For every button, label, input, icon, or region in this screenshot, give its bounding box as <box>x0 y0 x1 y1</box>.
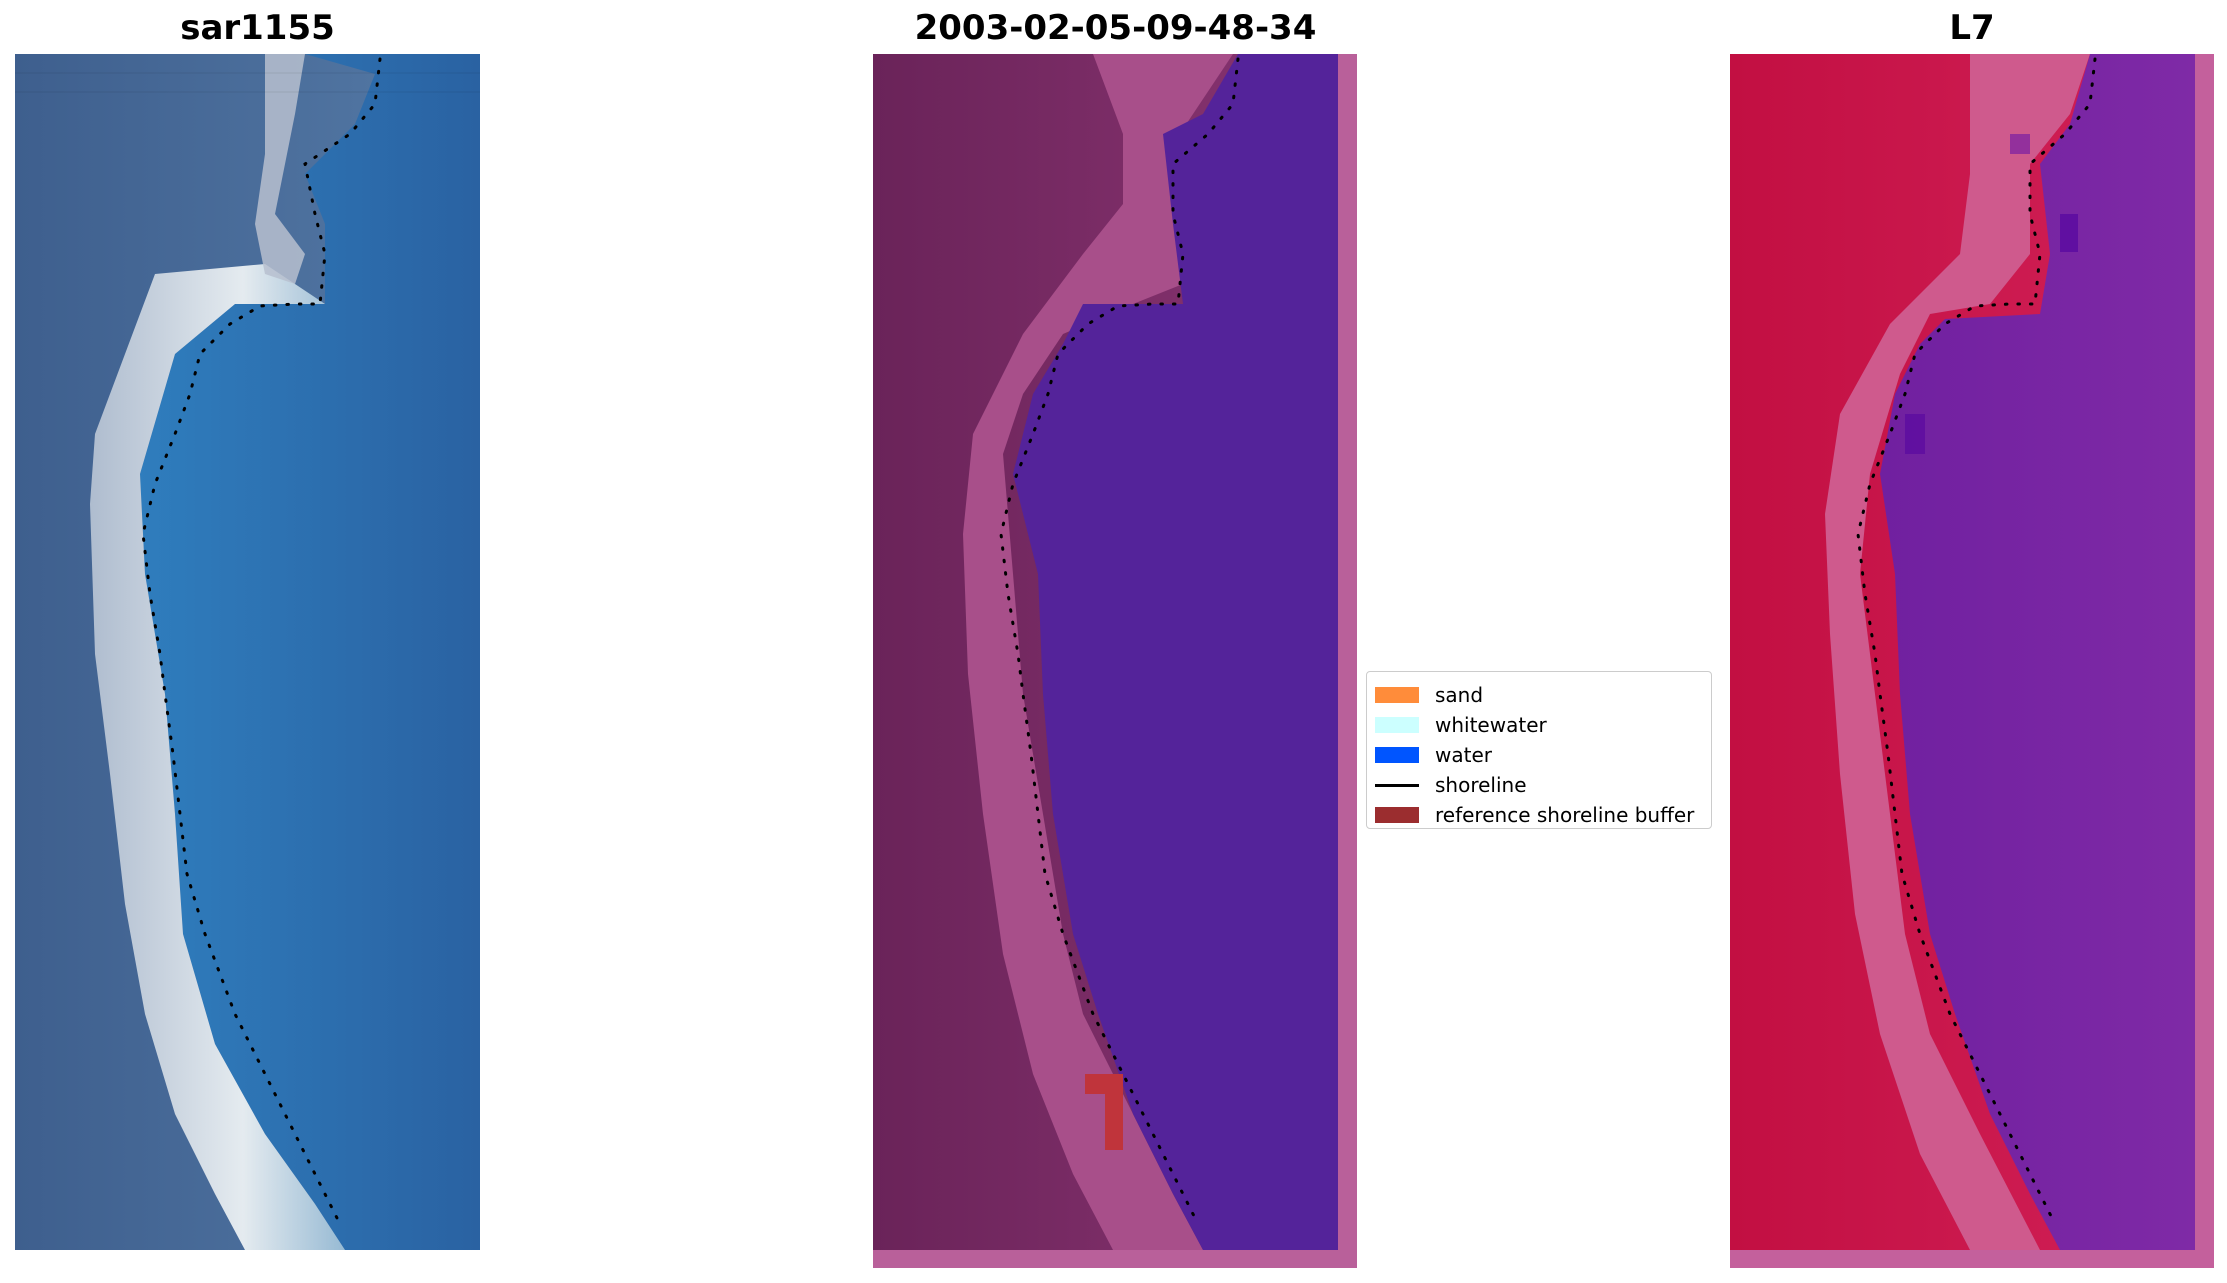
legend-label-shoreline: shoreline <box>1435 773 1527 797</box>
panel-title-index: L7 <box>1949 8 1995 48</box>
reference-buffer-swatch <box>1375 807 1419 823</box>
legend-item-whitewater: whitewater <box>1375 710 1703 740</box>
legend-item-sand: sand <box>1375 680 1703 710</box>
rgb-image-svg <box>15 54 480 1250</box>
legend-item-reference-buffer: reference shoreline buffer <box>1375 800 1703 830</box>
classified-image-svg <box>873 54 1357 1268</box>
panel-title-classified: 2003-02-05-09-48-34 <box>914 8 1317 48</box>
mndwi-image <box>1730 54 2214 1268</box>
legend: sand whitewater water shoreline referenc… <box>1366 671 1712 829</box>
water-swatch <box>1375 747 1419 763</box>
legend-label-water: water <box>1435 743 1492 767</box>
legend-item-shoreline: shoreline <box>1375 770 1703 800</box>
legend-label-sand: sand <box>1435 683 1484 707</box>
sand-swatch <box>1375 687 1419 703</box>
whitewater-swatch <box>1375 717 1419 733</box>
mndwi-image-svg <box>1730 54 2214 1268</box>
legend-item-water: water <box>1375 740 1703 770</box>
legend-label-whitewater: whitewater <box>1435 713 1547 737</box>
legend-label-reference-buffer: reference shoreline buffer <box>1435 803 1695 827</box>
panel-title-rgb: sar1155 <box>180 8 335 48</box>
classified-image <box>873 54 1357 1268</box>
rgb-satellite-image <box>15 54 480 1250</box>
shoreline-line-swatch <box>1375 777 1419 793</box>
